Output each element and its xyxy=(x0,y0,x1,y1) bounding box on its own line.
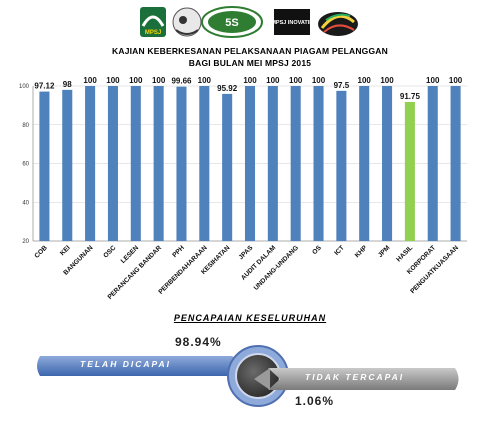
bar-kesihatan xyxy=(222,93,233,241)
bar-perancang-bandar xyxy=(153,86,164,241)
y-tick-label: 100 xyxy=(19,84,30,90)
data-label: 97.5 xyxy=(334,81,350,90)
x-tick-label: OSC xyxy=(102,244,117,259)
x-tick-label: KEI xyxy=(59,244,72,257)
bar-lesen xyxy=(130,86,141,241)
x-tick-label: ICT xyxy=(333,244,345,256)
data-label: 100 xyxy=(289,76,303,85)
data-label: 100 xyxy=(312,76,326,85)
bar-osc xyxy=(107,86,118,241)
bar-perbendaharaan xyxy=(199,86,210,241)
bar-jpas xyxy=(244,86,256,241)
tri-colour-logo xyxy=(318,12,358,36)
data-label: 100 xyxy=(198,76,212,85)
y-tick-label: 40 xyxy=(22,200,29,206)
y-tick-label: 20 xyxy=(22,239,29,245)
data-label: 100 xyxy=(426,76,440,85)
5s-logo-text: 5S xyxy=(225,17,238,29)
bar-hasil xyxy=(404,101,415,241)
data-label: 91.75 xyxy=(400,92,421,101)
achieved-percentage: 98.94% xyxy=(175,335,222,349)
logo-strip: MPSJ 5S MPSJ INOVATIF xyxy=(140,6,358,38)
data-label: 100 xyxy=(266,76,280,85)
x-tick-label: HASIL xyxy=(395,244,414,263)
progress-ring-inner xyxy=(235,353,281,399)
data-label: 100 xyxy=(449,76,463,85)
bar-bangunan xyxy=(85,86,96,241)
x-tick-label: JPAS xyxy=(238,244,255,261)
5s-audit-logo: 5S xyxy=(201,6,263,38)
y-tick-label: 60 xyxy=(22,162,29,168)
x-tick-label: KHP xyxy=(354,244,369,259)
not-achieved-arrowhead xyxy=(254,368,270,390)
data-label: 100 xyxy=(129,76,143,85)
chart-title-line2: BAGI BULAN MEI MPSJ 2015 xyxy=(188,58,312,68)
x-tick-label: OS xyxy=(311,244,323,256)
bar-os xyxy=(313,86,324,241)
summary-graphic xyxy=(37,345,459,407)
bar-cob xyxy=(39,91,50,241)
data-label: 99.66 xyxy=(171,77,192,86)
achieved-band xyxy=(37,356,248,376)
x-tick-label: COB xyxy=(34,244,49,259)
not-achieved-percentage: 1.06% xyxy=(295,394,335,408)
not-achieved-band xyxy=(268,368,459,390)
bar-audit-dalam xyxy=(267,86,278,241)
bar-jpm xyxy=(382,86,393,241)
data-label: 100 xyxy=(358,76,372,85)
data-label: 95.92 xyxy=(217,84,238,93)
bar-khp xyxy=(359,86,370,241)
summary-title: PENCAPAIAN KESELURUHAN xyxy=(173,313,327,323)
data-label: 100 xyxy=(83,76,97,85)
bar-kei xyxy=(62,89,73,241)
data-label: 100 xyxy=(106,76,120,85)
data-label: 100 xyxy=(380,76,394,85)
not-achieved-label: TIDAK TERCAPAI xyxy=(305,372,405,382)
bar-korporat xyxy=(427,86,438,241)
data-label: 100 xyxy=(243,76,257,85)
achieved-label: TELAH DICAPAI xyxy=(80,359,172,369)
x-tick-label: PENGUATKUASAAN xyxy=(409,244,460,295)
bar-pph xyxy=(176,86,187,241)
x-tick-label: JPM xyxy=(377,244,392,259)
bar-penguatkuasaan xyxy=(450,86,461,241)
x-tick-label: PPH xyxy=(171,244,186,259)
inovatif-logo-text: MPSJ INOVATIF xyxy=(271,20,313,26)
y-tick-label: 80 xyxy=(22,123,29,129)
x-tick-label: LESEN xyxy=(120,244,141,265)
chart-title-line1: KAJIAN KEBERKESANAN PELAKSANAAN PIAGAM P… xyxy=(112,46,388,56)
data-label: 100 xyxy=(152,76,166,85)
mpsj-logo-text: MPSJ xyxy=(145,30,161,36)
x-tick-label: UNDANG-UNDANG xyxy=(253,244,300,291)
bar-ict xyxy=(336,90,347,241)
bar-undang-undang xyxy=(290,86,301,241)
mpsj-logo: MPSJ xyxy=(140,7,166,37)
data-label: 97.12 xyxy=(34,82,55,91)
mpsj-inovatif-logo: MPSJ INOVATIF xyxy=(271,9,313,35)
data-label: 98 xyxy=(63,80,72,89)
